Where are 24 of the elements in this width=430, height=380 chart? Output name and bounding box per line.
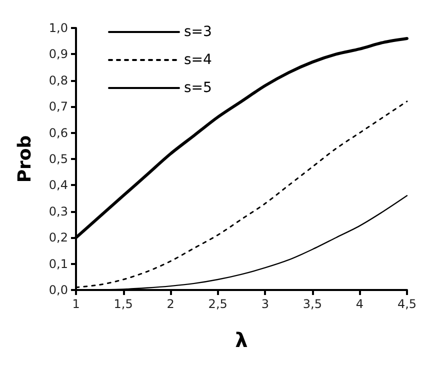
y-tick-label: 1,0 — [48, 21, 68, 35]
x-tick-label: 4 — [356, 297, 364, 311]
x-tick-label: 2 — [166, 297, 174, 311]
y-tick-label: 0,3 — [48, 204, 68, 218]
y-tick-label: 0,9 — [48, 47, 68, 62]
legend-label: s=3 — [184, 24, 212, 40]
y-tick-label: 0,7 — [48, 100, 68, 114]
x-tick-label: 1,5 — [114, 297, 133, 311]
legend-label: s=5 — [184, 80, 212, 96]
x-axis-title: λ — [235, 328, 248, 352]
y-tick-label: 0,2 — [48, 230, 68, 245]
y-tick-label: 0,8 — [48, 73, 68, 88]
y-tick-label: 0,5 — [48, 152, 68, 166]
y-axis-title: Prob — [14, 135, 36, 183]
legend-label: s=4 — [184, 52, 212, 68]
x-tick-label: 3,5 — [302, 297, 322, 311]
y-tick-label: 0,4 — [48, 178, 68, 192]
x-tick-label: 3 — [261, 297, 269, 311]
y-tick-label: 0,6 — [48, 126, 68, 140]
y-tick-label: 0,0 — [48, 283, 68, 297]
y-tick-label: 0,1 — [48, 256, 68, 271]
x-tick-label: 2,5 — [208, 297, 228, 311]
x-tick-label: 4,5 — [397, 297, 417, 311]
x-tick-label: 1 — [72, 297, 80, 311]
